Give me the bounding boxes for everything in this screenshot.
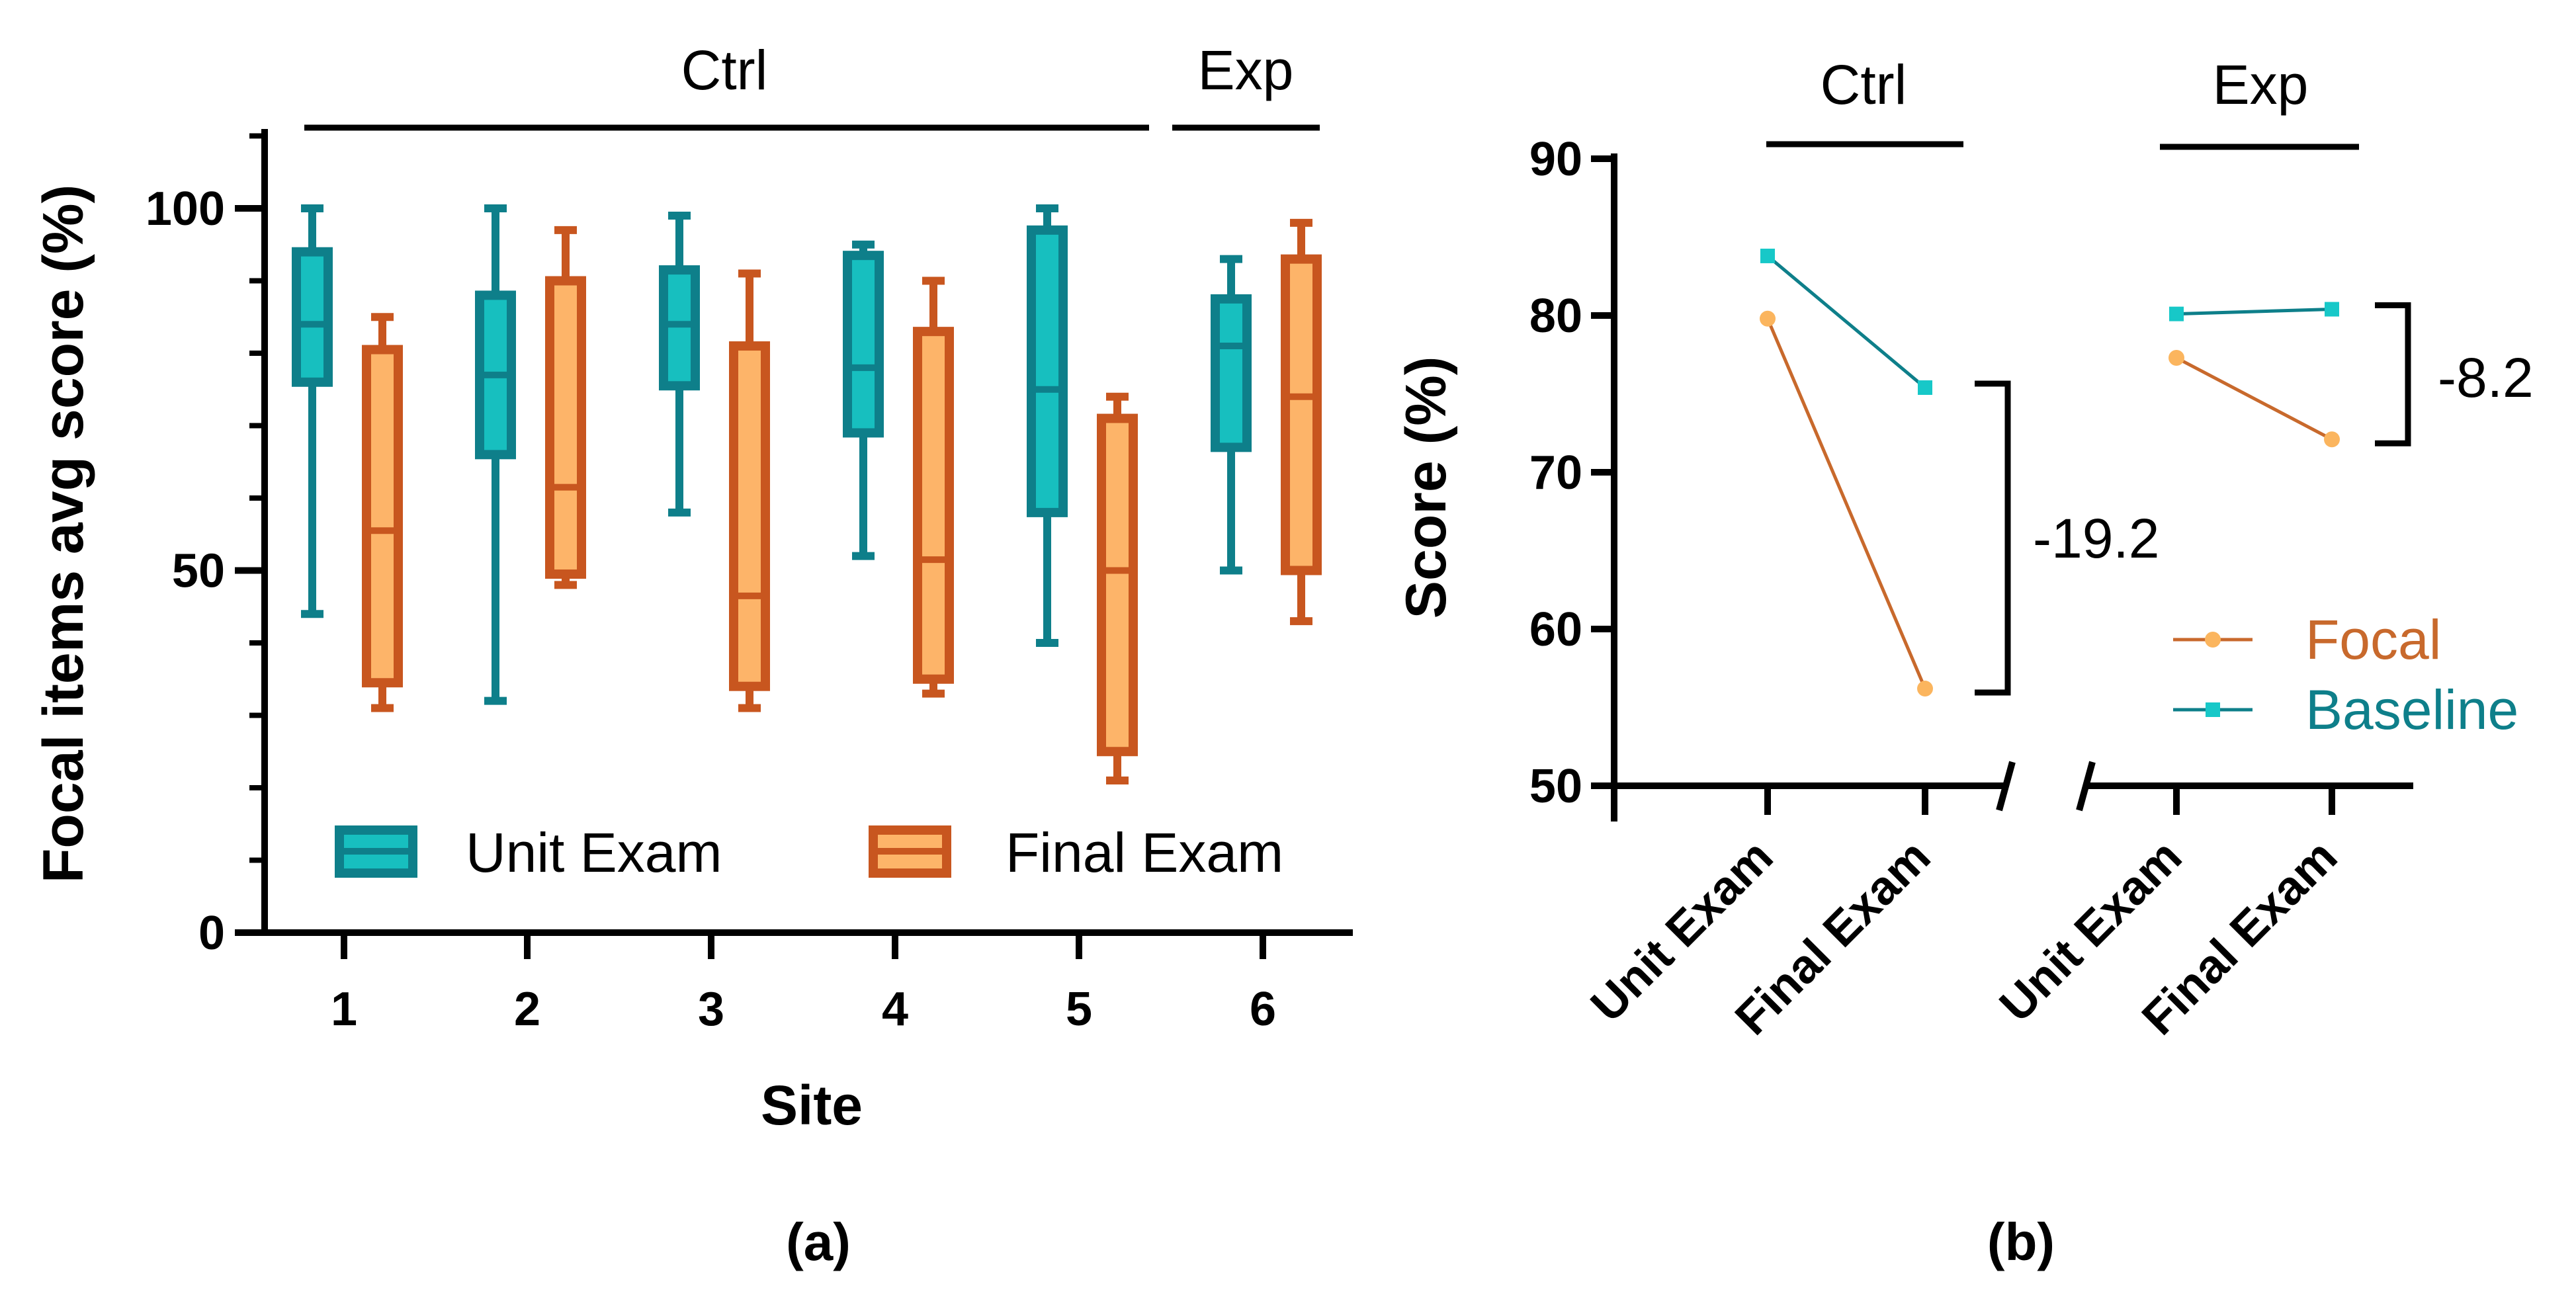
marker-baseline-ctrl-unit <box>1760 248 1775 263</box>
box-body-final-site-3 <box>729 341 770 691</box>
y-tick-label-b-80: 80 <box>1529 290 1582 343</box>
box-body-final-site-2 <box>545 276 586 579</box>
panel-b-y-title: Score (%) <box>1395 357 1458 619</box>
y-tick-label-b-50: 50 <box>1529 760 1582 813</box>
box-final-site-3 <box>729 269 770 712</box>
y-tick-label-b-70: 70 <box>1529 446 1582 499</box>
line-baseline-exp <box>2176 308 2333 316</box>
panel-a-box-chart: 0 50 100 1 2 3 4 5 6 Ctrl Exp Focal items avg s… <box>32 39 1353 1271</box>
panel-a-axes <box>261 129 1353 936</box>
y-tick-label-50: 50 <box>172 545 225 598</box>
panel-b-legend: Focal Baseline <box>2173 609 2518 741</box>
box-final-site-6 <box>1281 218 1322 626</box>
panel-a-boxes <box>292 204 1322 785</box>
line-focal-exp <box>2175 356 2333 441</box>
panel-a-legend: Unit Exam Final Exam <box>335 822 1283 884</box>
y-tick-label-100: 100 <box>146 183 225 235</box>
y-tick-label-b-90: 90 <box>1529 133 1582 186</box>
box-unit-site-4 <box>843 240 884 560</box>
legend-item-focal: Focal <box>2173 609 2441 671</box>
group-label-exp-b: Exp <box>2213 54 2309 116</box>
x-tick-label-site-4: 4 <box>882 983 908 1036</box>
legend-item-final-exam: Final Exam <box>869 822 1283 884</box>
marker-focal-exp-final <box>2324 431 2340 448</box>
difference-label-exp: -8.2 <box>2438 347 2534 409</box>
panel-b-groups: Ctrl Exp <box>1766 54 2359 150</box>
box-body-unit-site-4 <box>843 251 884 438</box>
group-label-ctrl: Ctrl <box>681 39 768 101</box>
y-tick-label-0: 0 <box>198 907 225 960</box>
x-tick-label-site-3: 3 <box>698 983 724 1036</box>
box-final-site-2 <box>545 226 586 589</box>
legend-item-baseline: Baseline <box>2173 679 2518 741</box>
difference-label-ctrl: -19.2 <box>2033 507 2159 569</box>
panel-a-groups: Ctrl Exp <box>304 39 1320 131</box>
box-body-unit-site-3 <box>659 265 700 391</box>
panel-a-x-title: Site <box>761 1074 863 1136</box>
line-baseline-ctrl <box>1766 255 1926 389</box>
group-label-ctrl-b: Ctrl <box>1821 54 1907 116</box>
difference-bracket-exp <box>2375 302 2411 446</box>
box-final-site-4 <box>913 276 954 698</box>
x-tick-label-site-6: 6 <box>1250 983 1276 1036</box>
box-unit-site-5 <box>1027 204 1068 647</box>
box-unit-site-1 <box>292 204 333 618</box>
marker-focal-ctrl-unit <box>1760 310 1776 327</box>
marker-baseline-exp-unit <box>2169 306 2184 321</box>
panel-b-axis-break-right <box>2076 761 2096 812</box>
box-body-final-site-5 <box>1097 413 1138 757</box>
box-unit-site-6 <box>1211 255 1252 575</box>
x-tick-label-site-5: 5 <box>1066 983 1092 1036</box>
box-body-unit-site-1 <box>292 247 333 387</box>
box-unit-site-3 <box>659 211 700 517</box>
marker-baseline-ctrl-final <box>1918 380 1932 396</box>
panel-b-y-ticks: 50 60 70 80 90 <box>1529 133 1614 813</box>
panel-b-axes <box>1611 153 2413 822</box>
group-label-exp: Exp <box>1198 39 1294 101</box>
panel-a-y-ticks: 0 50 100 <box>146 133 265 960</box>
x-tick-label-site-1: 1 <box>331 983 357 1036</box>
panel-a-label: (a) <box>786 1212 851 1271</box>
legend-marker-baseline <box>2206 702 2220 717</box>
legend-marker-focal <box>2205 632 2221 648</box>
box-body-unit-site-5 <box>1027 225 1068 517</box>
panel-b-label: (b) <box>1987 1212 2055 1271</box>
box-body-unit-site-6 <box>1211 294 1252 452</box>
box-final-site-5 <box>1097 392 1138 785</box>
box-body-final-site-4 <box>913 327 954 684</box>
x-tick-label-site-2: 2 <box>514 983 540 1036</box>
panel-b-axis-break-left <box>1996 761 2016 812</box>
marker-focal-exp-unit <box>2168 349 2184 366</box>
box-body-final-site-6 <box>1281 254 1322 575</box>
legend-label-unit-exam: Unit Exam <box>466 822 722 884</box>
y-tick-label-b-60: 60 <box>1529 603 1582 656</box>
marker-focal-ctrl-final <box>1917 681 1933 697</box>
box-body-final-site-1 <box>362 345 403 688</box>
legend-item-unit-exam: Unit Exam <box>335 822 722 884</box>
panel-a-x-ticks: 1 2 3 4 5 6 <box>331 933 1276 1036</box>
line-focal-ctrl <box>1766 317 1927 690</box>
panel-b-series <box>1760 248 2340 697</box>
legend-label-baseline: Baseline <box>2305 679 2518 741</box>
panel-b-difference-brackets <box>1975 302 2411 696</box>
box-final-site-1 <box>362 313 403 712</box>
box-unit-site-2 <box>475 204 516 705</box>
panel-a-y-title: Focal items avg score (%) <box>32 185 95 883</box>
legend-label-final-exam: Final Exam <box>1006 822 1283 884</box>
difference-bracket-ctrl <box>1975 380 2011 696</box>
legend-label-focal: Focal <box>2305 609 2441 671</box>
marker-baseline-exp-final <box>2325 302 2339 317</box>
